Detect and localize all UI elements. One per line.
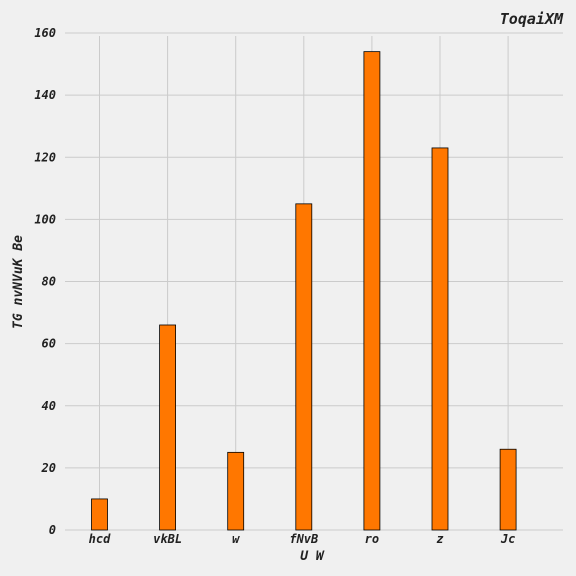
bar-fNvB xyxy=(295,203,313,531)
chart-title: ToqaiXM xyxy=(500,10,564,28)
y-tick-label: 160 xyxy=(34,26,56,40)
y-tick-label: 80 xyxy=(42,275,56,289)
bar-vkBL xyxy=(159,324,177,531)
y-tick-label: 120 xyxy=(34,150,56,164)
y-tick-label: 40 xyxy=(42,399,56,413)
y-axis-label: TG nvNVuK Be xyxy=(11,235,26,329)
y-tick-label: 60 xyxy=(42,337,56,351)
x-axis-label: U W xyxy=(300,549,325,564)
bar-ro xyxy=(363,51,381,531)
x-tick-label: w xyxy=(232,532,240,546)
y-tick-label: 140 xyxy=(34,88,56,102)
x-tick-label: z xyxy=(436,532,443,546)
y-tick-label: 20 xyxy=(41,461,56,475)
bar-hcd xyxy=(91,498,108,531)
x-tick-label: vkBL xyxy=(153,532,182,546)
x-tick-labels: hcd vkBL w fNvB ro z Jc xyxy=(89,532,516,546)
bars xyxy=(91,51,517,531)
x-tick-label: fNvB xyxy=(289,532,318,546)
y-tick-labels: 0 20 40 60 80 100 120 140 160 xyxy=(34,26,56,537)
y-tick-label: 100 xyxy=(34,212,56,226)
x-tick-label: Jc xyxy=(500,532,515,546)
x-tick-label: ro xyxy=(365,532,379,546)
bar-z xyxy=(431,147,449,531)
x-tick-label: hcd xyxy=(89,532,111,546)
bar-w xyxy=(227,451,245,531)
bar-Jc xyxy=(499,448,517,531)
y-tick-label: 0 xyxy=(49,523,56,537)
